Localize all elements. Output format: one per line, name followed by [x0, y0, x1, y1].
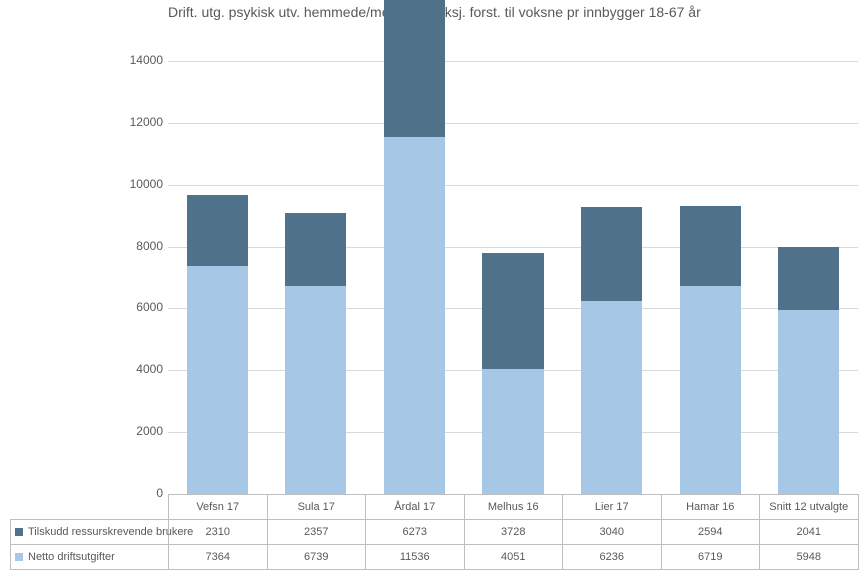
- table-corner: [11, 495, 169, 520]
- y-tick-label: 14000: [103, 53, 163, 67]
- category-header: Sula 17: [267, 495, 366, 520]
- data-cell: 2041: [760, 520, 859, 545]
- series-name: Netto driftsutgifter: [28, 551, 115, 563]
- bar-segment-series-0: [778, 310, 839, 494]
- gridline: [168, 123, 858, 124]
- table-row: Tilskudd ressurskrevende brukere23102357…: [11, 520, 859, 545]
- data-cell: 6236: [563, 545, 662, 570]
- gridline: [168, 247, 858, 248]
- legend-swatch: [15, 528, 23, 536]
- bar-segment-series-0: [384, 137, 445, 494]
- category-header: Vefsn 17: [169, 495, 268, 520]
- bar-segment-series-0: [680, 286, 741, 494]
- y-tick-label: 10000: [103, 177, 163, 191]
- gridline: [168, 61, 858, 62]
- bar-segment-series-0: [581, 301, 642, 494]
- table-row: Netto driftsutgifter 73646739115364051623…: [11, 545, 859, 570]
- data-table: Vefsn 17Sula 17Årdal 17Melhus 16Lier 17H…: [10, 494, 859, 570]
- data-cell: 6273: [366, 520, 465, 545]
- y-tick-label: 8000: [103, 239, 163, 253]
- y-tick-label: 2000: [103, 424, 163, 438]
- plot-area: [168, 30, 858, 494]
- bar-segment-series-1: [285, 213, 346, 286]
- bar-segment-series-0: [285, 286, 346, 494]
- data-cell: 6719: [661, 545, 760, 570]
- category-header: Snitt 12 utvalgte: [760, 495, 859, 520]
- y-tick-label: 12000: [103, 115, 163, 129]
- bar-segment-series-1: [482, 253, 543, 368]
- series-legend-cell: Netto driftsutgifter: [11, 545, 169, 570]
- data-cell: 5948: [760, 545, 859, 570]
- data-cell: 4051: [464, 545, 563, 570]
- legend-swatch: [15, 553, 23, 561]
- category-header: Lier 17: [563, 495, 662, 520]
- data-cell: 2357: [267, 520, 366, 545]
- data-cell: 6739: [267, 545, 366, 570]
- bar-segment-series-1: [778, 247, 839, 310]
- category-header: Melhus 16: [464, 495, 563, 520]
- series-name: Tilskudd ressurskrevende brukere: [28, 526, 193, 538]
- data-cell: 2594: [661, 520, 760, 545]
- data-cell: 11536: [366, 545, 465, 570]
- data-cell: 3040: [563, 520, 662, 545]
- gridline: [168, 185, 858, 186]
- bar-segment-series-1: [581, 207, 642, 301]
- bar-segment-series-1: [187, 195, 248, 266]
- category-header: Årdal 17: [366, 495, 465, 520]
- y-tick-label: 6000: [103, 300, 163, 314]
- bar-segment-series-0: [482, 369, 543, 494]
- bar-segment-series-0: [187, 266, 248, 494]
- data-cell: 7364: [169, 545, 268, 570]
- bar-segment-series-1: [680, 206, 741, 286]
- table-header-row: Vefsn 17Sula 17Årdal 17Melhus 16Lier 17H…: [11, 495, 859, 520]
- category-header: Hamar 16: [661, 495, 760, 520]
- series-legend-cell: Tilskudd ressurskrevende brukere: [11, 520, 169, 545]
- y-tick-label: 4000: [103, 362, 163, 376]
- bar-segment-series-1: [384, 0, 445, 137]
- data-cell: 3728: [464, 520, 563, 545]
